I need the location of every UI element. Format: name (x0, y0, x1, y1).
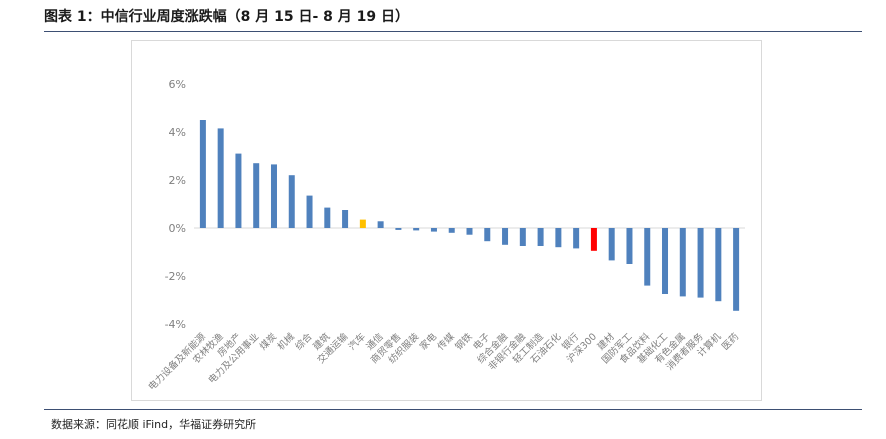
x-tick-label: 综合 (293, 330, 315, 352)
bar (342, 210, 349, 228)
y-tick-label: -4% (165, 318, 186, 331)
x-tick-label: 家电 (417, 330, 439, 352)
y-tick-label: 6% (169, 78, 186, 91)
bar (573, 228, 580, 249)
bar (324, 207, 331, 228)
y-tick-label: 4% (169, 126, 186, 139)
x-tick-label: 钢铁 (453, 330, 475, 352)
bar (377, 221, 384, 228)
bar (199, 120, 206, 228)
chart-frame: -4% -2% 0% 2% 4% 6% 电力设备及新能源 农林牧渔 房地产 电力及公用事业 煤炭机… (131, 40, 762, 401)
bar (288, 175, 295, 228)
x-axis-labels: 电力设备及新能源农林牧渔房地产电力及公用事业煤炭机械综合建筑交通运输汽车通信商贸… (146, 330, 741, 393)
y-axis: -4% -2% 0% 2% 4% 6% (165, 78, 186, 331)
bar (502, 228, 509, 245)
bar (430, 228, 437, 232)
data-source-note: 数据来源：同花顺 iFind，华福证券研究所 (51, 418, 257, 431)
x-tick-label: 传媒 (435, 330, 457, 352)
chart-title: 图表 1：中信行业周度涨跌幅（8 月 15 日- 8 月 19 日） (44, 9, 409, 25)
bar-chart: -4% -2% 0% 2% 4% 6% 电力设备及新能源农林牧渔房地产电力及公用事业煤炭机… (146, 78, 745, 393)
y-tick-label: 2% (169, 174, 186, 187)
bar (270, 164, 277, 228)
bar (555, 228, 562, 248)
bar (644, 228, 651, 286)
bar (608, 228, 615, 261)
bar (697, 228, 704, 298)
top-divider (44, 31, 862, 32)
bar (359, 219, 366, 228)
bar (590, 228, 597, 251)
bar (662, 228, 669, 294)
bottom-divider (44, 409, 862, 410)
x-tick-label: 煤炭 (257, 330, 279, 352)
x-tick-label: 汽车 (346, 331, 368, 353)
bar (306, 195, 313, 228)
x-tick-label: 机械 (275, 330, 297, 352)
bar (413, 228, 420, 231)
bar (679, 228, 686, 297)
bar (235, 153, 242, 228)
bar (253, 163, 260, 228)
bar (519, 228, 526, 246)
bar (466, 228, 473, 235)
bar (626, 228, 633, 264)
bar-series (199, 120, 740, 311)
bar (448, 228, 455, 233)
y-tick-label: -2% (165, 270, 186, 283)
bar (484, 228, 491, 242)
bar (217, 128, 224, 228)
bar (395, 228, 402, 230)
bar (733, 228, 740, 311)
bar (537, 228, 544, 246)
bar (715, 228, 722, 302)
x-tick-label: 医药 (720, 331, 741, 352)
y-tick-label: 0% (169, 222, 186, 235)
